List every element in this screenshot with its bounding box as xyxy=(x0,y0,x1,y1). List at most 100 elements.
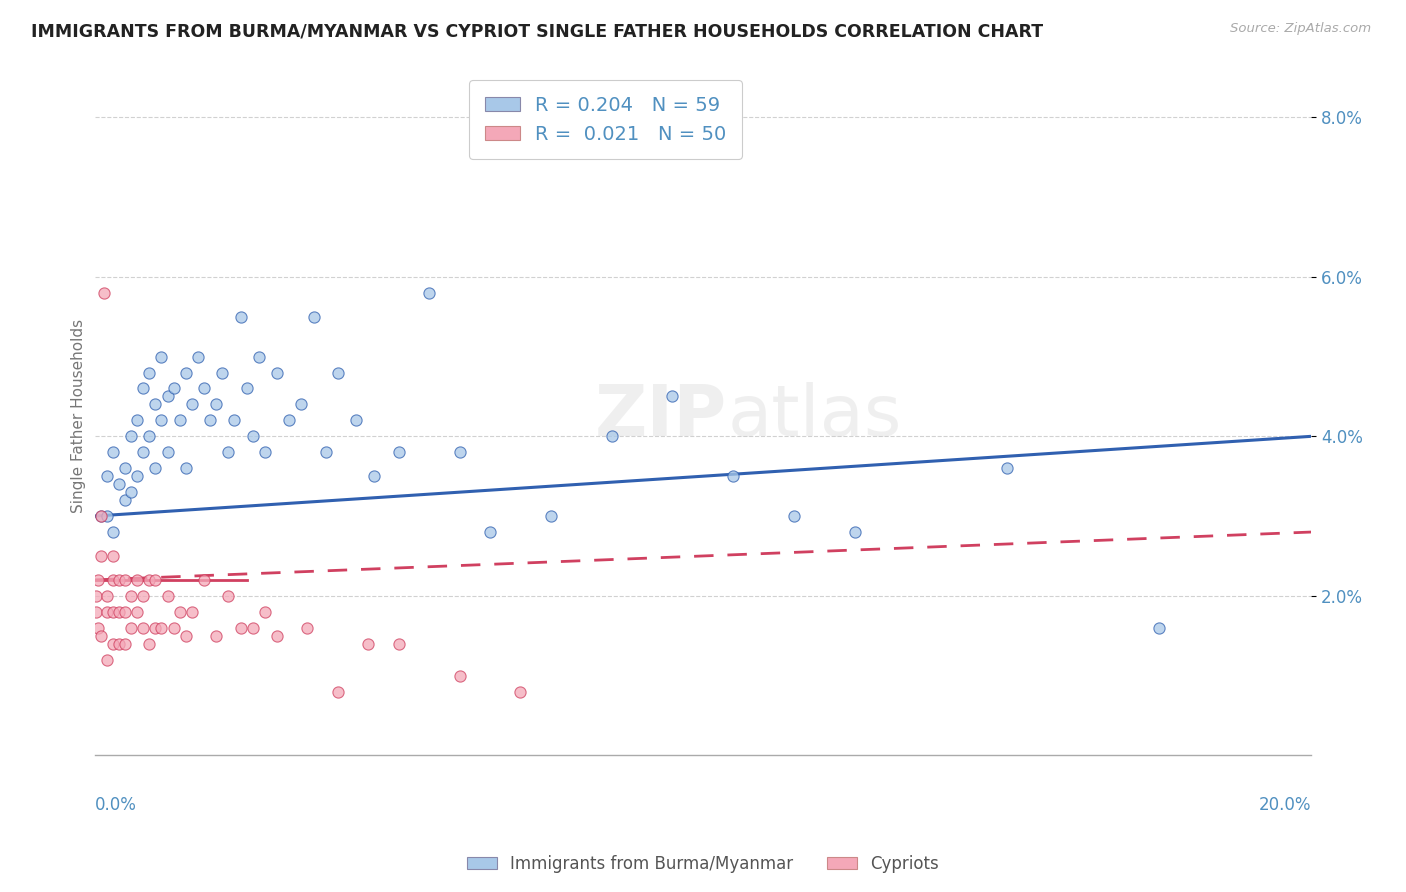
Legend: R = 0.204   N = 59, R =  0.021   N = 50: R = 0.204 N = 59, R = 0.021 N = 50 xyxy=(470,80,742,159)
Point xyxy=(193,573,215,587)
Point xyxy=(198,413,221,427)
Point xyxy=(90,549,112,563)
Point xyxy=(108,573,131,587)
Point xyxy=(600,429,623,443)
Point xyxy=(783,509,806,524)
Text: Source: ZipAtlas.com: Source: ZipAtlas.com xyxy=(1230,22,1371,36)
Point xyxy=(180,605,202,619)
Point xyxy=(174,461,197,475)
Point xyxy=(418,285,440,300)
Point xyxy=(217,589,239,603)
Point xyxy=(357,637,380,651)
Point xyxy=(266,629,288,643)
Point xyxy=(174,629,197,643)
Point xyxy=(266,366,288,380)
Text: atlas: atlas xyxy=(727,382,901,450)
Point xyxy=(114,461,136,475)
Point xyxy=(449,445,471,459)
Point xyxy=(150,621,173,635)
Point xyxy=(127,605,149,619)
Point xyxy=(205,397,228,411)
Point xyxy=(995,461,1018,475)
Point xyxy=(723,469,745,483)
Point xyxy=(163,621,186,635)
Point xyxy=(101,549,124,563)
Point xyxy=(540,509,562,524)
Point xyxy=(388,445,411,459)
Legend: Immigrants from Burma/Myanmar, Cypriots: Immigrants from Burma/Myanmar, Cypriots xyxy=(460,848,946,880)
Point xyxy=(150,413,173,427)
Point xyxy=(101,445,124,459)
Text: 0.0%: 0.0% xyxy=(94,796,136,814)
Point xyxy=(290,397,312,411)
Point xyxy=(90,509,112,524)
Point xyxy=(169,605,191,619)
Point xyxy=(132,382,155,396)
Point xyxy=(315,445,337,459)
Point xyxy=(235,382,257,396)
Point xyxy=(205,629,228,643)
Point xyxy=(224,413,246,427)
Point xyxy=(127,413,149,427)
Point xyxy=(229,310,252,324)
Point xyxy=(156,589,179,603)
Point xyxy=(150,350,173,364)
Point xyxy=(132,445,155,459)
Point xyxy=(169,413,191,427)
Point xyxy=(449,668,471,682)
Point xyxy=(326,684,349,698)
Point xyxy=(211,366,233,380)
Point xyxy=(90,509,112,524)
Point xyxy=(661,389,683,403)
Point xyxy=(363,469,385,483)
Point xyxy=(127,469,149,483)
Point xyxy=(96,589,118,603)
Point xyxy=(278,413,301,427)
Point xyxy=(242,429,264,443)
Point xyxy=(108,637,131,651)
Point xyxy=(96,605,118,619)
Point xyxy=(145,621,167,635)
Point xyxy=(174,366,197,380)
Point xyxy=(156,445,179,459)
Point xyxy=(388,637,411,651)
Point xyxy=(96,653,118,667)
Point xyxy=(120,589,142,603)
Point xyxy=(145,573,167,587)
Point xyxy=(90,629,112,643)
Point xyxy=(86,605,108,619)
Point xyxy=(247,350,270,364)
Point xyxy=(138,366,160,380)
Point xyxy=(217,445,239,459)
Text: IMMIGRANTS FROM BURMA/MYANMAR VS CYPRIOT SINGLE FATHER HOUSEHOLDS CORRELATION CH: IMMIGRANTS FROM BURMA/MYANMAR VS CYPRIOT… xyxy=(31,22,1043,40)
Point xyxy=(120,429,142,443)
Point xyxy=(242,621,264,635)
Point xyxy=(229,621,252,635)
Y-axis label: Single Father Households: Single Father Households xyxy=(72,319,86,514)
Point xyxy=(145,461,167,475)
Point xyxy=(344,413,367,427)
Point xyxy=(180,397,202,411)
Point xyxy=(108,605,131,619)
Point xyxy=(509,684,531,698)
Point xyxy=(253,605,276,619)
Point xyxy=(93,285,115,300)
Point xyxy=(297,621,319,635)
Point xyxy=(114,605,136,619)
Point xyxy=(101,573,124,587)
Point xyxy=(145,397,167,411)
Point xyxy=(96,509,118,524)
Point xyxy=(114,637,136,651)
Point xyxy=(1147,621,1170,635)
Point xyxy=(120,485,142,500)
Point xyxy=(101,637,124,651)
Point xyxy=(138,429,160,443)
Point xyxy=(86,573,108,587)
Point xyxy=(138,637,160,651)
Point xyxy=(302,310,325,324)
Point xyxy=(101,605,124,619)
Point xyxy=(86,621,108,635)
Text: ZIP: ZIP xyxy=(595,382,727,450)
Point xyxy=(84,589,107,603)
Point xyxy=(101,524,124,539)
